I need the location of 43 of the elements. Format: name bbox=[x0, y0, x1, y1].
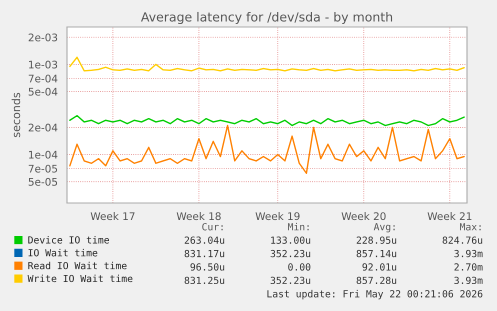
text: 0.00 bbox=[288, 263, 310, 271]
text: 228.95u bbox=[356, 236, 396, 244]
x-tick-label: Week 21 bbox=[428, 212, 472, 220]
x-tick-label: Week 20 bbox=[342, 212, 386, 220]
text: 3.93m bbox=[454, 276, 483, 284]
y-tick-label: 1e-04 bbox=[29, 150, 58, 159]
y-tick-label: 5e-05 bbox=[28, 178, 58, 186]
text: 824.76u bbox=[442, 236, 482, 244]
text: 92.01u bbox=[362, 263, 396, 271]
legend-label: Device IO time bbox=[28, 236, 110, 244]
text: 857.28u bbox=[356, 276, 396, 284]
line-series bbox=[69, 56, 465, 72]
text: Last update: Fri May 22 00:21:06 2026 bbox=[267, 290, 482, 300]
text: 831.25u bbox=[184, 276, 224, 284]
text: 2.70m bbox=[454, 263, 483, 271]
text: 263.04u bbox=[184, 236, 224, 244]
text: 857.14u bbox=[356, 250, 396, 258]
text: Avg: bbox=[374, 223, 395, 232]
text: Cur: bbox=[202, 223, 223, 230]
x-tick-label: Week 19 bbox=[256, 212, 300, 220]
y-tick-label: 2e-04 bbox=[28, 124, 58, 132]
x-tick-label: Week 18 bbox=[176, 212, 221, 220]
y-tick-label: 2e-03 bbox=[28, 33, 58, 42]
y-tick-label: 1e-03 bbox=[29, 60, 58, 69]
text: 352.23u bbox=[270, 276, 310, 284]
text: 133.00u bbox=[271, 236, 310, 244]
y-tick-label: 5e-04 bbox=[28, 88, 58, 96]
text: 352.23u bbox=[270, 250, 310, 258]
y-tick-label: 7e-04 bbox=[28, 74, 58, 82]
text: 96.50u bbox=[190, 263, 224, 271]
legend-label: IO Wait time bbox=[28, 248, 98, 256]
y-axis-title: seconds bbox=[12, 92, 20, 138]
text: Max: bbox=[460, 223, 481, 230]
text: 3.93m bbox=[454, 250, 483, 258]
text: Min: bbox=[288, 222, 309, 230]
x-tick-label: Week 17 bbox=[90, 212, 135, 220]
y-tick-label: 7e-05 bbox=[28, 164, 58, 173]
line-series bbox=[69, 124, 465, 174]
legend-label: Write IO Wait time bbox=[28, 274, 132, 282]
line-series bbox=[69, 114, 465, 126]
legend-label: Read IO Wait time bbox=[28, 262, 127, 270]
chart-title: Average latency for /dev/sda - by month bbox=[140, 12, 392, 24]
text: 831.17u bbox=[184, 250, 224, 258]
